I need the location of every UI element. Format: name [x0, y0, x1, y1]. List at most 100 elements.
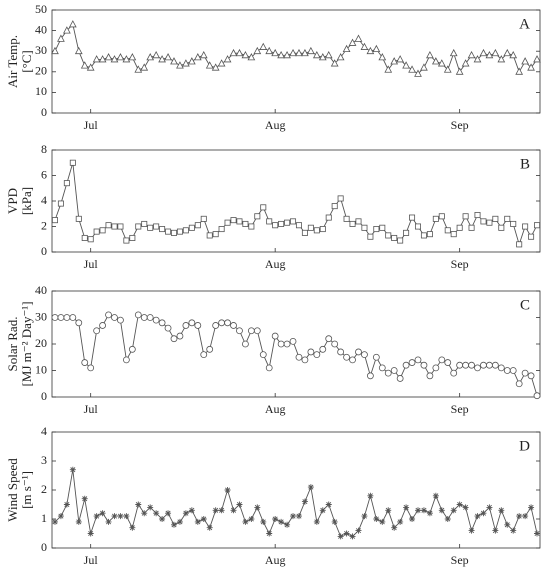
marker — [509, 50, 518, 59]
marker — [284, 521, 291, 528]
marker — [295, 222, 302, 229]
marker — [146, 53, 155, 61]
marker — [432, 364, 440, 372]
marker — [289, 337, 297, 345]
marker — [153, 510, 160, 517]
marker — [349, 220, 356, 227]
marker — [486, 219, 493, 226]
marker — [474, 212, 481, 219]
marker — [378, 364, 386, 372]
marker — [277, 50, 285, 59]
marker — [301, 356, 309, 364]
y-tick-label: 1 — [41, 511, 47, 525]
marker — [527, 63, 535, 71]
marker — [224, 319, 231, 327]
marker — [122, 356, 130, 364]
marker — [498, 507, 505, 514]
marker — [510, 527, 517, 534]
y-tick-label: 20 — [35, 64, 47, 78]
marker — [516, 241, 523, 248]
marker — [534, 530, 541, 537]
marker — [193, 53, 202, 61]
marker — [271, 332, 279, 340]
y-tick-label: 30 — [35, 43, 47, 57]
marker — [74, 46, 83, 55]
marker — [259, 42, 268, 50]
marker — [325, 501, 332, 508]
marker — [480, 361, 487, 369]
marker — [206, 345, 214, 353]
marker — [123, 237, 130, 244]
panel-label: A — [519, 16, 530, 32]
marker — [313, 351, 321, 359]
marker — [87, 364, 95, 372]
marker — [492, 527, 499, 534]
marker — [348, 38, 357, 46]
marker — [278, 518, 285, 525]
marker — [260, 204, 267, 211]
marker — [325, 214, 332, 221]
marker — [521, 369, 529, 377]
marker — [92, 55, 101, 63]
y-tick-label: 0 — [41, 389, 47, 403]
marker — [497, 55, 506, 63]
marker — [242, 518, 249, 525]
x-tick-label: Aug — [265, 257, 286, 271]
marker — [200, 516, 207, 522]
marker — [462, 504, 469, 511]
marker — [218, 507, 225, 514]
marker — [372, 44, 381, 53]
marker — [504, 215, 511, 222]
y-tick-label: 50 — [35, 2, 47, 16]
marker — [99, 322, 106, 329]
marker — [111, 513, 118, 520]
marker — [467, 50, 476, 59]
marker — [187, 57, 196, 65]
y-tick-label: 8 — [41, 142, 47, 156]
marker — [224, 487, 231, 493]
series-line — [54, 23, 538, 75]
marker — [254, 504, 261, 511]
marker — [51, 46, 59, 55]
marker — [81, 495, 88, 502]
marker — [147, 224, 154, 231]
y-tick-label: 10 — [35, 84, 47, 98]
marker — [116, 53, 125, 61]
x-tick-label: Sep — [451, 553, 469, 567]
marker — [283, 340, 291, 348]
marker — [366, 372, 374, 380]
marker — [290, 218, 297, 225]
marker — [403, 504, 410, 511]
marker — [206, 232, 213, 239]
marker — [409, 516, 416, 522]
marker — [391, 234, 398, 241]
marker — [266, 530, 273, 537]
marker — [81, 359, 89, 366]
marker — [259, 351, 267, 359]
marker — [318, 53, 327, 61]
marker — [491, 48, 500, 57]
marker — [522, 513, 529, 520]
marker — [241, 50, 250, 59]
marker — [93, 327, 101, 335]
marker — [289, 48, 297, 57]
marker — [355, 527, 362, 534]
marker — [390, 57, 399, 65]
marker — [527, 372, 535, 380]
marker — [409, 214, 416, 221]
marker — [135, 501, 142, 508]
y-tick-label: 6 — [41, 167, 47, 181]
marker — [68, 20, 77, 28]
marker — [152, 50, 161, 59]
marker — [265, 46, 274, 55]
marker — [57, 200, 64, 207]
marker — [147, 504, 154, 511]
marker — [152, 316, 160, 324]
marker — [343, 530, 350, 537]
marker — [295, 513, 302, 520]
marker — [396, 375, 404, 382]
plot-frame — [51, 290, 541, 398]
x-tick-label: Jul — [84, 553, 99, 567]
marker — [171, 521, 177, 528]
marker — [117, 513, 124, 520]
